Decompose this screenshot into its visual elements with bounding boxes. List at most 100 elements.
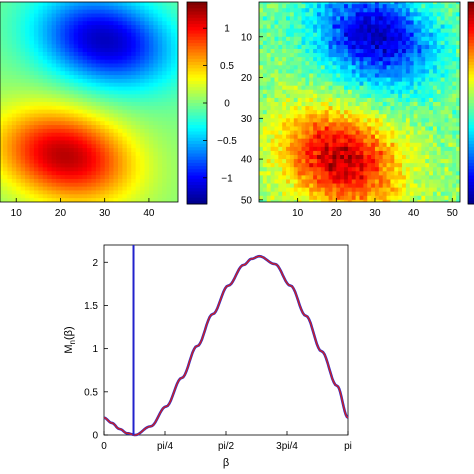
heatmap-cell — [56, 128, 61, 134]
heatmap-cell — [69, 163, 75, 168]
heatmap-cell — [117, 136, 123, 141]
heatmap-cell — [359, 159, 364, 164]
heatmap-cell — [266, 118, 271, 123]
heatmap-cell — [405, 163, 411, 168]
heatmap-cell — [42, 82, 48, 88]
heatmap-cell — [109, 167, 114, 172]
heatmap-cell — [390, 57, 395, 62]
heatmap-cell — [301, 126, 306, 131]
heatmap-cell — [266, 77, 271, 83]
heatmap-cell — [390, 36, 395, 42]
heatmap-cell — [175, 148, 178, 153]
heatmap-cell — [456, 20, 460, 25]
heatmap-cell — [16, 175, 22, 180]
heatmap-cell — [0, 44, 4, 49]
heatmap-cell — [371, 24, 376, 30]
heatmap-cell — [332, 159, 337, 164]
heatmap-cell — [51, 182, 57, 188]
heatmap-cell — [378, 114, 384, 119]
heatmap-cell — [38, 28, 44, 34]
heatmap-cell — [29, 113, 35, 118]
heatmap-cell — [175, 140, 178, 145]
heatmap-cell — [359, 12, 364, 17]
heatmap-cell — [328, 126, 333, 131]
heatmap-cell — [440, 159, 445, 164]
heatmap-cell — [51, 194, 57, 199]
heatmap-cell — [347, 102, 353, 107]
heatmap-cell — [340, 16, 345, 21]
heatmap-cell — [444, 134, 449, 140]
heatmap-cell — [440, 122, 445, 127]
heatmap-cell — [266, 61, 271, 66]
heatmap-cell — [11, 67, 17, 72]
heatmap-cell — [398, 8, 403, 13]
heatmap-cell — [162, 198, 168, 202]
heatmap-cell — [162, 152, 168, 157]
heatmap-cell — [109, 98, 114, 103]
heatmap-cell — [157, 190, 163, 195]
heatmap-cell — [386, 155, 391, 160]
heatmap-cell — [117, 155, 123, 161]
heatmap-cell — [87, 190, 92, 195]
heatmap-cell — [402, 142, 407, 148]
heatmap-cell — [262, 97, 268, 103]
heatmap-cell — [51, 109, 57, 114]
colorbar-step — [187, 43, 207, 47]
heatmap-cell — [371, 122, 376, 127]
heatmap-cell — [175, 44, 178, 49]
heatmap-cell — [305, 73, 310, 78]
heatmap-cell — [367, 57, 372, 62]
heatmap-cell — [359, 49, 364, 54]
heatmap-cell — [82, 90, 88, 95]
heatmap-cell — [293, 77, 299, 83]
heatmap-cell — [382, 57, 387, 62]
heatmap-cell — [60, 55, 66, 61]
heatmap-cell — [7, 71, 13, 76]
heatmap-cell — [16, 48, 22, 53]
heatmap-cell — [60, 190, 66, 195]
heatmap-cell — [355, 126, 360, 131]
heatmap-cell — [144, 198, 150, 202]
heatmap-cell — [436, 146, 442, 152]
heatmap-cell — [301, 138, 306, 144]
heatmap-cell — [259, 150, 264, 156]
heatmap-cell — [313, 36, 318, 42]
colorbar-step — [187, 131, 207, 136]
heatmap-cell — [100, 117, 106, 122]
heatmap-cell — [87, 67, 92, 72]
heatmap-cell — [371, 73, 376, 78]
heatmap-cell — [73, 98, 79, 103]
heatmap-cell — [332, 8, 337, 13]
heatmap-cell — [382, 106, 387, 111]
heatmap-cell — [113, 102, 119, 107]
heatmap-cell — [417, 138, 422, 144]
heatmap-cell — [2, 63, 8, 68]
heatmap-cell — [332, 49, 337, 54]
heatmap-cell — [140, 5, 145, 11]
heatmap-cell — [135, 90, 141, 95]
heatmap-cell — [367, 159, 372, 164]
heatmap-cell — [122, 148, 128, 153]
heatmap-cell — [363, 20, 368, 25]
heatmap-cell — [344, 77, 349, 83]
heatmap-cell — [398, 93, 403, 99]
heatmap-cell — [347, 163, 353, 168]
heatmap-cell — [386, 110, 391, 115]
heatmap-cell — [157, 52, 163, 57]
heatmap-cell — [47, 121, 53, 126]
heatmap-cell — [2, 86, 8, 91]
heatmap-cell — [289, 65, 295, 70]
heatmap-cell — [259, 97, 264, 103]
heatmap-cell — [301, 61, 306, 66]
heatmap-cell — [64, 2, 70, 7]
heatmap-cell — [162, 140, 168, 145]
heatmap-cell — [336, 57, 341, 62]
heatmap-cell — [135, 25, 141, 30]
heatmap-cell — [2, 182, 8, 188]
heatmap-cell — [340, 114, 345, 119]
heatmap-cell — [282, 138, 287, 144]
heatmap-cell — [69, 132, 75, 138]
heatmap-cell — [270, 73, 275, 78]
heatmap-cell — [135, 21, 141, 26]
heatmap-cell — [64, 48, 70, 53]
